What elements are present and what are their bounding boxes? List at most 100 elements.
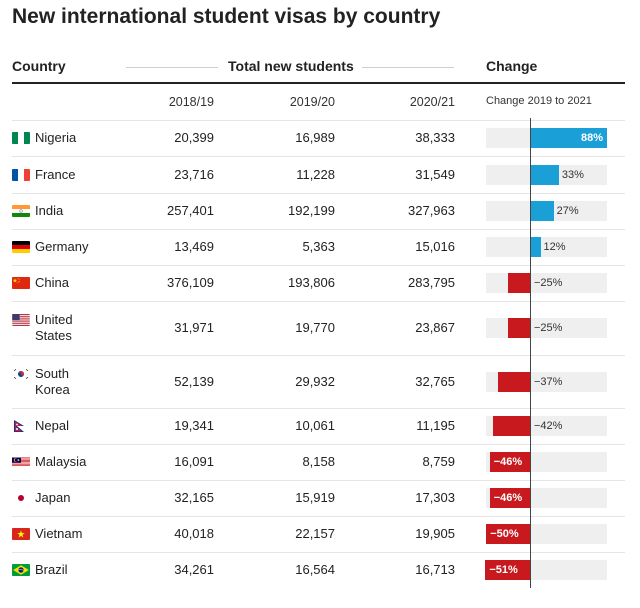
change-label-united-states: −25% bbox=[534, 322, 563, 334]
value-2018-malaysia: 16,091 bbox=[174, 454, 214, 469]
change-bar-germany bbox=[530, 237, 541, 257]
country-name: Germany bbox=[35, 239, 89, 254]
france-flag bbox=[12, 168, 30, 181]
row-separator bbox=[12, 516, 625, 517]
value-2018-china: 376,109 bbox=[167, 275, 214, 290]
year-2020-header: 2020/21 bbox=[409, 95, 455, 109]
row-separator bbox=[12, 265, 625, 266]
row-separator bbox=[12, 156, 625, 157]
country-cell-nepal: Nepal bbox=[12, 418, 105, 434]
row-separator bbox=[12, 408, 625, 409]
india-flag bbox=[12, 205, 30, 217]
country-cell-nigeria: Nigeria bbox=[12, 130, 105, 146]
value-2019-nepal: 10,061 bbox=[295, 418, 335, 433]
value-2018-japan: 32,165 bbox=[174, 490, 214, 505]
year-2019-header: 2019/20 bbox=[289, 95, 335, 109]
china-flag bbox=[12, 277, 30, 289]
change-track bbox=[486, 237, 607, 257]
change-label-france: 33% bbox=[561, 168, 584, 181]
country-name: Malaysia bbox=[35, 454, 87, 469]
value-2018-south-korea: 52,139 bbox=[174, 373, 214, 389]
country-name: Vietnam bbox=[35, 526, 83, 541]
value-2019-nigeria: 16,989 bbox=[295, 130, 335, 145]
change-label-south-korea: −37% bbox=[534, 375, 563, 388]
change-column-header: Change bbox=[486, 58, 538, 74]
germany-flag bbox=[12, 241, 30, 253]
value-2018-united-states: 31,971 bbox=[174, 320, 214, 335]
change-label-brazil: −51% bbox=[489, 564, 518, 576]
change-label-india: 27% bbox=[556, 205, 579, 217]
row-separator bbox=[12, 355, 625, 356]
country-column-header: Country bbox=[12, 58, 66, 74]
country-name: Nigeria bbox=[35, 130, 77, 145]
country-cell-united-states: United States bbox=[12, 312, 105, 344]
row-separator bbox=[12, 120, 625, 121]
country-cell-india: India bbox=[12, 203, 105, 219]
country-cell-brazil: Brazil bbox=[12, 562, 105, 578]
change-label-vietnam: −50% bbox=[490, 528, 519, 540]
country-cell-germany: Germany bbox=[12, 239, 105, 255]
vietnam-flag bbox=[12, 528, 30, 540]
value-2019-brazil: 16,564 bbox=[295, 562, 335, 577]
change-bar-india bbox=[530, 201, 554, 221]
usa-flag bbox=[12, 314, 30, 326]
value-2020-nigeria: 38,333 bbox=[415, 130, 455, 145]
country-name: France bbox=[35, 166, 76, 182]
change-bar-brazil bbox=[485, 560, 530, 580]
change-period-header: Change 2019 to 2021 bbox=[486, 95, 592, 107]
value-2019-france: 11,228 bbox=[296, 166, 335, 182]
year-2018-header: 2018/19 bbox=[168, 95, 214, 109]
country-cell-japan: Japan bbox=[12, 490, 105, 506]
change-label-nepal: −42% bbox=[534, 420, 563, 432]
row-separator bbox=[12, 229, 625, 230]
header-rule-left bbox=[126, 67, 218, 68]
value-2019-japan: 15,919 bbox=[295, 490, 335, 505]
row-separator bbox=[12, 301, 625, 302]
change-bar-china bbox=[508, 273, 530, 293]
nigeria-flag bbox=[12, 132, 30, 144]
row-separator bbox=[12, 193, 625, 194]
value-2020-india: 327,963 bbox=[408, 203, 455, 218]
value-2018-nigeria: 20,399 bbox=[174, 130, 214, 145]
country-cell-malaysia: Malaysia bbox=[12, 454, 105, 470]
value-2018-vietnam: 40,018 bbox=[174, 526, 214, 541]
country-cell-south-korea: South Korea bbox=[12, 366, 105, 398]
value-2020-malaysia: 8,759 bbox=[422, 454, 455, 469]
change-bar-nepal bbox=[493, 416, 530, 436]
country-name: South Korea bbox=[35, 365, 70, 397]
change-label-germany: 12% bbox=[543, 241, 566, 253]
country-name: Nepal bbox=[35, 418, 69, 433]
change-label-china: −25% bbox=[534, 277, 563, 289]
header-rule-right bbox=[362, 67, 454, 68]
brazil-flag bbox=[12, 564, 30, 576]
value-2018-nepal: 19,341 bbox=[174, 418, 214, 433]
value-2020-brazil: 16,713 bbox=[415, 562, 455, 577]
value-2019-united-states: 19,770 bbox=[295, 320, 335, 335]
chart-title: New international student visas by count… bbox=[12, 5, 441, 28]
country-cell-france: France bbox=[12, 167, 105, 183]
country-name: United States bbox=[35, 312, 73, 343]
row-separator bbox=[12, 480, 625, 481]
malaysia-flag bbox=[12, 456, 30, 468]
country-name: Brazil bbox=[35, 562, 68, 577]
country-cell-china: China bbox=[12, 275, 105, 291]
header-divider bbox=[12, 82, 625, 84]
row-separator bbox=[12, 552, 625, 553]
country-name: India bbox=[35, 203, 64, 218]
value-2019-south-korea: 29,932 bbox=[295, 373, 335, 389]
zero-baseline bbox=[530, 118, 531, 588]
change-bar-south-korea bbox=[497, 371, 530, 392]
value-2019-india: 192,199 bbox=[288, 203, 335, 218]
nepal-flag bbox=[12, 420, 30, 432]
change-label-nigeria: 88% bbox=[580, 132, 603, 144]
change-bar-japan bbox=[489, 488, 530, 508]
value-2018-brazil: 34,261 bbox=[174, 562, 214, 577]
value-2018-germany: 13,469 bbox=[174, 239, 214, 254]
value-2018-france: 23,716 bbox=[174, 166, 214, 182]
value-2019-germany: 5,363 bbox=[302, 239, 335, 254]
value-2020-china: 283,795 bbox=[408, 275, 455, 290]
value-2020-france: 31,549 bbox=[415, 166, 455, 182]
country-name: China bbox=[35, 275, 69, 290]
value-2019-vietnam: 22,157 bbox=[295, 526, 335, 541]
japan-flag bbox=[12, 492, 30, 504]
